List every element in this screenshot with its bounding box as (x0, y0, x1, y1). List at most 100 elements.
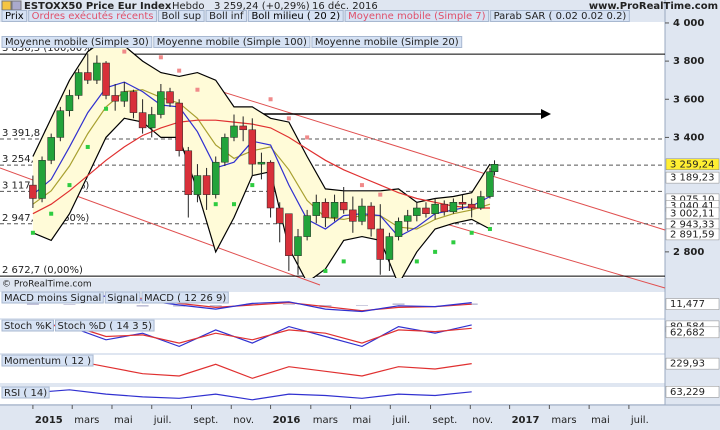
candle-body (147, 114, 156, 129)
price-tag: 2 891,59 (670, 229, 715, 240)
legend-item: Moyenne mobile (Simple 20) (315, 37, 459, 48)
series-line (32, 389, 472, 401)
panel-legend: RSI ( 14) (4, 388, 47, 399)
candle-body (84, 72, 92, 81)
arrow-head (541, 109, 551, 119)
panel-plot (32, 359, 472, 379)
price-tag-box (665, 228, 720, 241)
candle-body (211, 161, 220, 195)
legend-box (28, 10, 157, 22)
x-tick-label: nov. (233, 415, 254, 426)
candle-body (285, 213, 293, 256)
candle-body (376, 228, 385, 260)
candle-body (129, 91, 138, 113)
histogram-bar (355, 305, 368, 306)
price-tag: 3 189,23 (670, 173, 715, 184)
candle-body (467, 203, 476, 209)
legend-box (311, 36, 463, 48)
price-tag-box (665, 326, 720, 339)
x-tick-label: 2015 (35, 415, 63, 426)
price-tag: 11,477 (670, 299, 705, 310)
series-line (32, 359, 472, 379)
legend-item: Moyenne mobile (Simple 30) (5, 37, 149, 48)
sar-dot (195, 87, 200, 92)
price-tag-box (665, 357, 720, 370)
candle-body (477, 196, 485, 209)
candle-body (193, 175, 202, 195)
candle-body (431, 203, 439, 214)
price-tag-box (665, 298, 720, 310)
panel-legend: MACD ( 12 26 9) (144, 293, 226, 304)
candle-body (102, 62, 110, 96)
candle-body (486, 171, 494, 197)
sar-dot (359, 183, 364, 188)
series-line (32, 119, 490, 215)
candle-body (413, 207, 421, 216)
sar-dot (158, 55, 163, 60)
histogram-bar (392, 303, 405, 305)
panel-plot (32, 322, 472, 348)
sar-dot (213, 202, 218, 207)
histogram-bar (246, 303, 259, 305)
sar-dot (30, 230, 35, 235)
legend-box (157, 10, 205, 22)
sar-dot (433, 249, 438, 254)
x-tick-label: sept. (433, 415, 458, 426)
candle-body (422, 207, 430, 214)
legend-box (205, 10, 247, 22)
site: www.ProRealTime.com (589, 1, 718, 12)
legend-item: Boll inf (209, 11, 244, 22)
legend-item: Ordres exécutés récents (32, 10, 154, 22)
candle-body (385, 236, 394, 260)
price-tag: 229,93 (670, 359, 705, 370)
x-tick-label: mars (74, 415, 99, 426)
legend-item: Parab SAR ( 0.02 0.02 0.2) (494, 11, 627, 22)
x-tick-label: juil. (630, 415, 649, 426)
y-tick-label: 3 600 (673, 94, 704, 105)
date: 16 déc. 2016 (312, 0, 378, 12)
legend-item: Prix (5, 11, 24, 22)
candle-body (65, 95, 74, 111)
fib-label: 3 836,3 (100,00%) (2, 43, 96, 54)
histogram-bar (209, 305, 222, 307)
x-tick-label: mars (551, 415, 576, 426)
panel-legend-box (1, 386, 50, 399)
x-tick-label: juil. (153, 415, 172, 426)
sar-dot (122, 49, 127, 54)
last-price: 3 259,24 (+0,29%) (214, 1, 310, 12)
y-tick-label: 3 800 (673, 56, 704, 67)
price-tag: 2 943,33 (670, 220, 715, 231)
panel-plot (32, 389, 472, 401)
sar-dot (67, 183, 72, 188)
candle-body (266, 161, 275, 209)
y-tick-label: 2 800 (673, 247, 704, 258)
candle-body (303, 215, 311, 237)
panel-legend-box (1, 319, 54, 332)
histogram-bar (136, 305, 149, 307)
legend-item: Boll milieu ( 20 2) (251, 11, 340, 22)
legend-box (1, 36, 153, 48)
panel-legend: Momentum ( 12 ) (4, 356, 91, 367)
icon[interactable] (11, 0, 22, 11)
instrument-title: ESTOXX50 Price Eur Index (24, 1, 172, 12)
sar-dot (85, 144, 90, 149)
price-tag: 3 259,24 (670, 159, 715, 170)
sar-dot (323, 268, 328, 273)
price-tag-box (665, 386, 720, 398)
candle-body (221, 137, 229, 163)
icon[interactable] (1, 0, 12, 11)
histogram-bar (26, 303, 39, 305)
y-tick-label: 3 400 (673, 132, 704, 143)
sar-dot (250, 183, 255, 188)
price-tag: 63,229 (670, 387, 705, 398)
legend-item: Moyenne mobile (Simple 7) (348, 11, 486, 22)
series-line (32, 322, 472, 348)
candle-body (47, 137, 55, 161)
sar-dot (487, 226, 492, 231)
candle-body (312, 202, 321, 216)
panel-legend-box (54, 319, 155, 332)
candle-body (275, 207, 284, 224)
y-tick-label: 4 000 (673, 18, 704, 29)
panel-legend: Stoch %D ( 14 3 5) (57, 321, 152, 332)
